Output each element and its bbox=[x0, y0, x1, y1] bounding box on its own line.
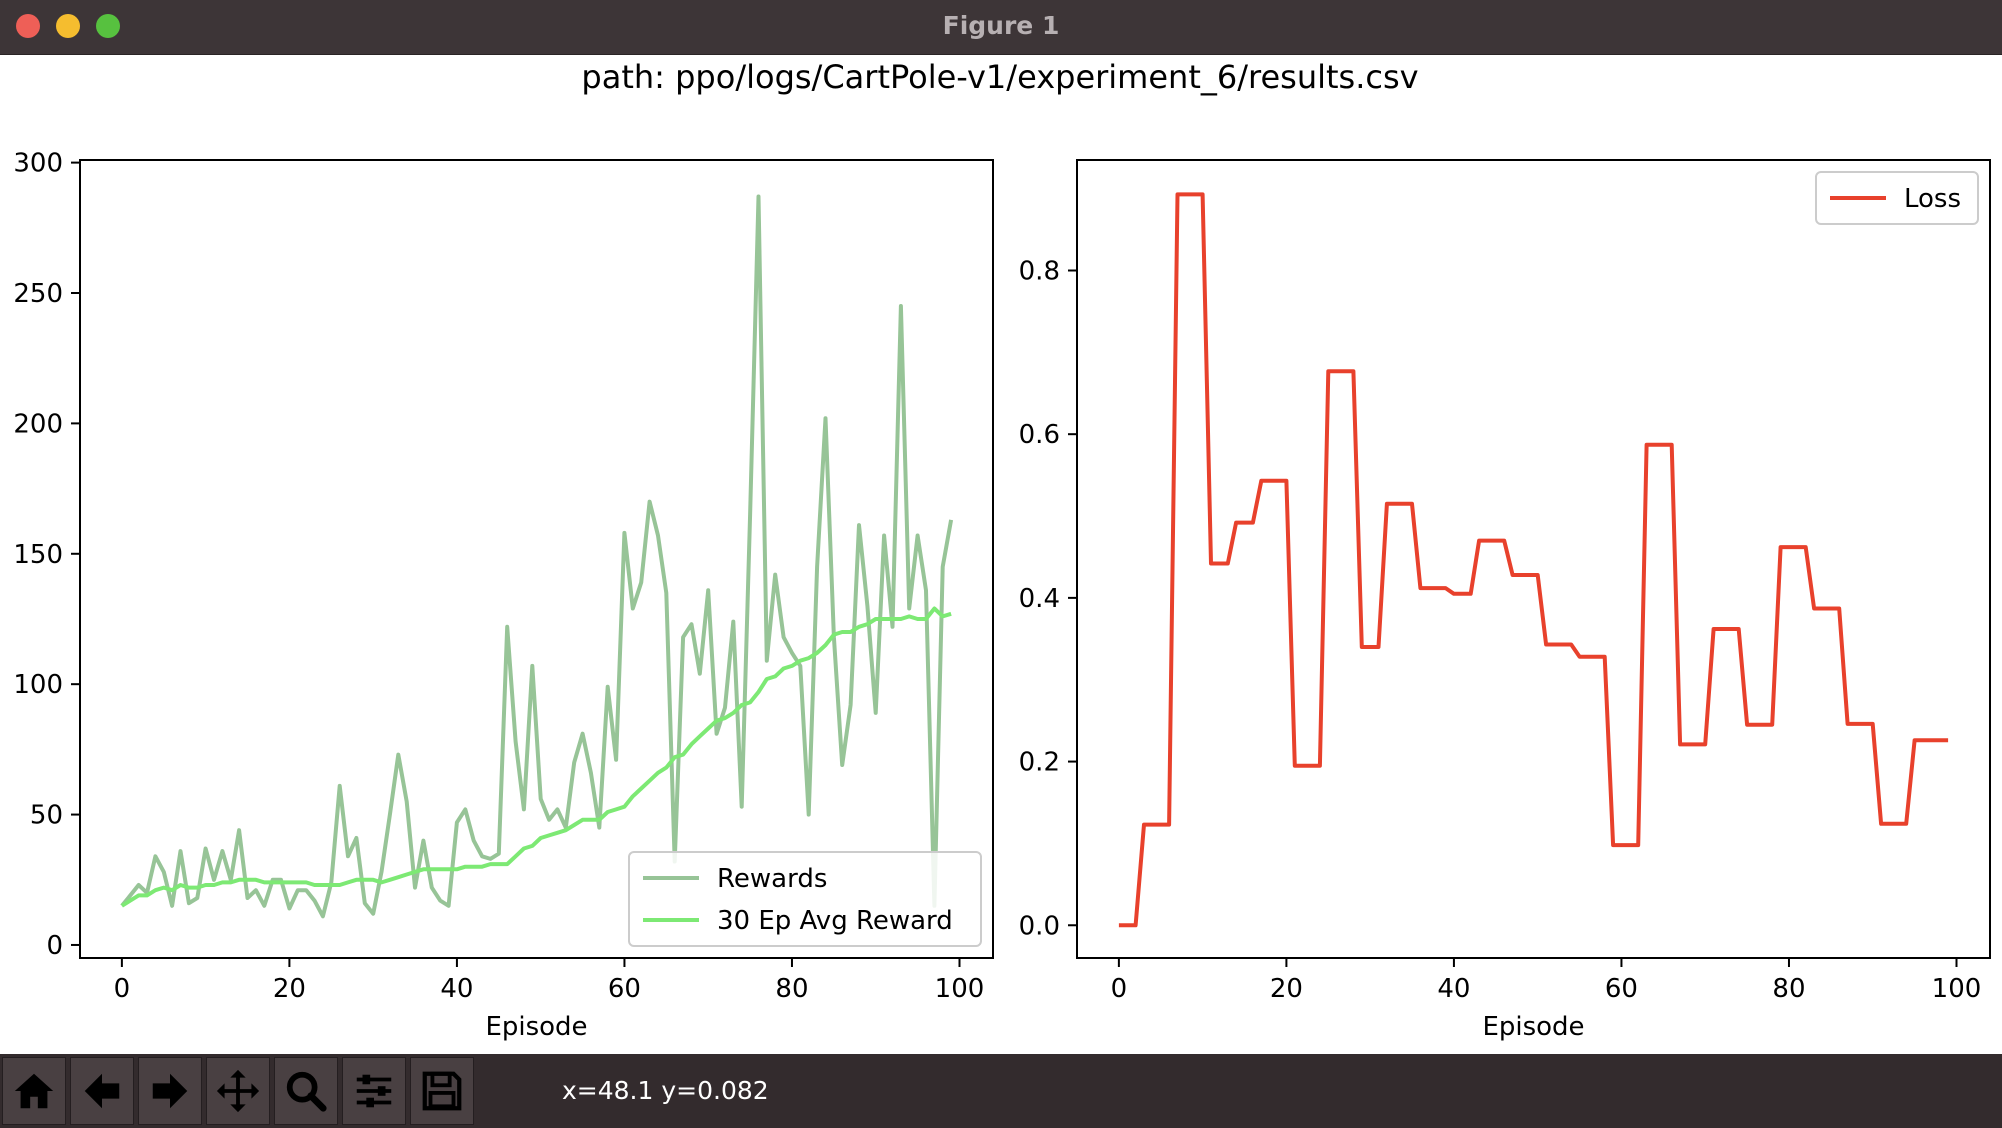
y-tick-label: 0.6 bbox=[1019, 420, 1060, 450]
legend-label: 30 Ep Avg Reward bbox=[717, 906, 953, 936]
x-tick-label: 60 bbox=[1605, 974, 1638, 1004]
x-axis-label: Episode bbox=[1482, 1012, 1584, 1042]
y-tick-label: 100 bbox=[13, 670, 63, 700]
x-axis-label: Episode bbox=[485, 1012, 587, 1042]
close-window-button[interactable] bbox=[16, 14, 40, 38]
x-tick-label: 20 bbox=[1270, 974, 1303, 1004]
y-tick-label: 0.0 bbox=[1019, 911, 1060, 941]
y-tick-label: 50 bbox=[30, 801, 63, 831]
y-tick-label: 0.2 bbox=[1019, 748, 1060, 778]
series-line-loss bbox=[1118, 192, 1949, 928]
rewards-axes[interactable]: 0 20 40 60 80 100 0 50 100 150 200 250 300 Episode Rew… bbox=[13, 149, 994, 1042]
legend-box bbox=[628, 851, 982, 947]
maximize-window-button[interactable] bbox=[96, 14, 120, 38]
legend: Rewards 30 Ep Avg Reward bbox=[628, 851, 982, 947]
y-tick-label: 150 bbox=[13, 540, 63, 570]
x-tick-label: 20 bbox=[273, 974, 306, 1004]
minimize-window-button[interactable] bbox=[56, 14, 80, 38]
x-tick-label: 40 bbox=[1437, 974, 1470, 1004]
window-title: Figure 1 bbox=[942, 11, 1060, 40]
x-tick-label: 0 bbox=[1111, 974, 1128, 1004]
x-tick-label: 80 bbox=[775, 974, 808, 1004]
figure-svg: path: ppo/logs/CartPole-v1/experiment_6/… bbox=[13, 58, 1991, 1042]
title-bar[interactable]: Figure 1 bbox=[0, 0, 2002, 55]
y-tick-label: 0.8 bbox=[1019, 256, 1060, 286]
pan-button[interactable] bbox=[206, 1057, 270, 1125]
x-tick-label: 60 bbox=[608, 974, 641, 1004]
x-tick-label: 100 bbox=[1932, 974, 1982, 1004]
x-tick-label: 100 bbox=[935, 974, 985, 1004]
y-tick-label: 0 bbox=[46, 931, 63, 961]
legend-box bbox=[1815, 171, 1979, 225]
loss-axes[interactable]: 0 20 40 60 80 100 0.0 0.2 0.4 0.6 0.8 Episode Loss bbox=[1019, 159, 1991, 1042]
figure-canvas[interactable]: path: ppo/logs/CartPole-v1/experiment_6/… bbox=[0, 55, 2002, 1054]
navigation-toolbar: x=48.1 y=0.082 bbox=[0, 1054, 2002, 1128]
y-tick-label: 250 bbox=[13, 279, 63, 309]
legend-label: Loss bbox=[1904, 184, 1961, 214]
legend: Loss bbox=[1815, 171, 1979, 225]
axes-frame bbox=[79, 159, 994, 959]
x-tick-label: 40 bbox=[440, 974, 473, 1004]
series-line-30-ep-avg-reward bbox=[120, 606, 952, 908]
figure-suptitle: path: ppo/logs/CartPole-v1/experiment_6/… bbox=[581, 58, 1418, 96]
x-tick-label: 80 bbox=[1772, 974, 1805, 1004]
home-icon bbox=[14, 1073, 54, 1109]
pan-move-icon bbox=[216, 1069, 260, 1113]
configure-sliders-icon bbox=[356, 1074, 392, 1108]
configure-button[interactable] bbox=[342, 1057, 406, 1125]
zoom-magnifier-icon bbox=[286, 1071, 327, 1112]
axes-frame bbox=[1076, 159, 1991, 959]
y-tick-label: 200 bbox=[13, 409, 63, 439]
y-tick-label: 300 bbox=[13, 149, 63, 179]
x-tick-label: 0 bbox=[114, 974, 131, 1004]
cursor-coordinates: x=48.1 y=0.082 bbox=[562, 1076, 769, 1105]
back-button[interactable] bbox=[70, 1057, 134, 1125]
zoom-button[interactable] bbox=[274, 1057, 338, 1125]
save-button[interactable] bbox=[410, 1057, 474, 1125]
save-floppy-icon bbox=[422, 1071, 462, 1111]
home-button[interactable] bbox=[2, 1057, 66, 1125]
forward-button[interactable] bbox=[138, 1057, 202, 1125]
back-arrow-icon bbox=[84, 1073, 120, 1109]
series-line-rewards bbox=[120, 194, 954, 919]
legend-label: Rewards bbox=[717, 864, 827, 894]
y-tick-label: 0.4 bbox=[1019, 584, 1060, 614]
forward-arrow-icon bbox=[152, 1073, 188, 1109]
